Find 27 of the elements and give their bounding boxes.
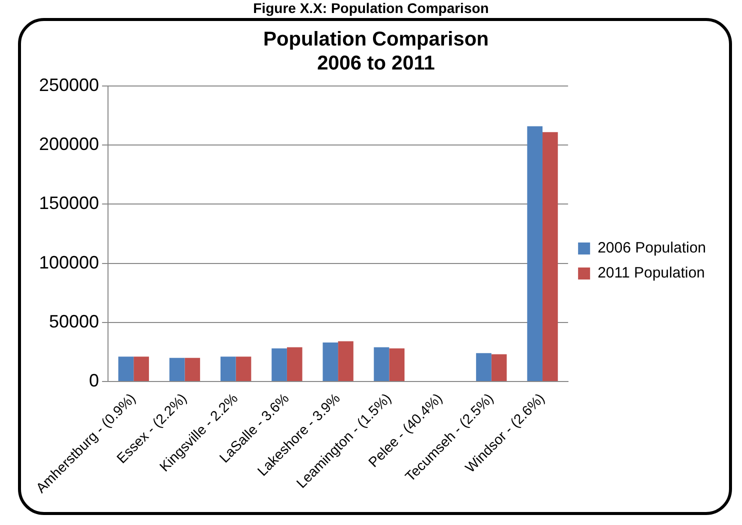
- bar: [527, 126, 543, 381]
- bar: [236, 356, 252, 381]
- bar: [134, 356, 149, 381]
- y-tick-label: 200000: [38, 134, 100, 154]
- bar: [542, 132, 558, 381]
- bar: [389, 348, 405, 381]
- bar: [374, 347, 390, 381]
- y-tick-label: 250000: [38, 74, 100, 95]
- y-tick-label: 0: [89, 370, 100, 390]
- bar: [220, 356, 236, 381]
- bar: [491, 354, 507, 381]
- bar: [338, 341, 354, 381]
- bar: [286, 347, 302, 381]
- text: 2006 to 2011: [317, 52, 435, 75]
- bar: [118, 356, 134, 381]
- text: Population Comparison: [263, 28, 489, 51]
- bar: [322, 342, 338, 381]
- bar: [169, 358, 185, 381]
- y-tick-label: 50000: [49, 311, 100, 332]
- y-tick-label: 100000: [38, 252, 100, 272]
- bar: [272, 348, 287, 381]
- legend-label: 2006 Population: [598, 240, 706, 257]
- y-tick-label: 150000: [38, 193, 100, 214]
- text: Figure X.X: Population Comparison: [252, 0, 490, 16]
- bar: [476, 353, 492, 381]
- legend-label: 2011 Population: [598, 264, 705, 282]
- bar: [184, 358, 200, 381]
